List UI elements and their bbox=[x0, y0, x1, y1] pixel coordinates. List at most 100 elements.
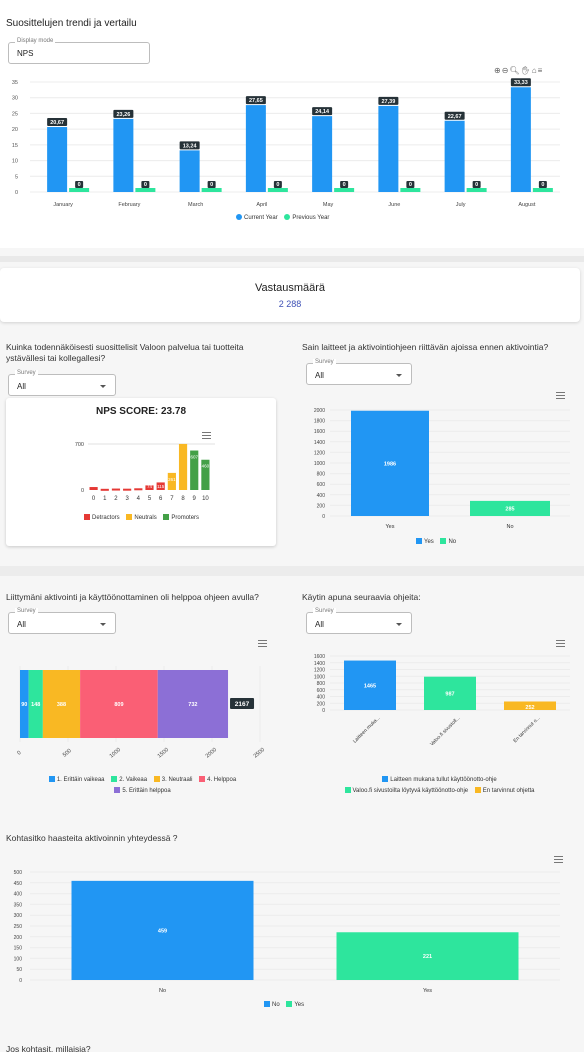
y-tick-label: 200 bbox=[14, 935, 23, 941]
zoom-out-icon[interactable]: ⊖ bbox=[501, 66, 510, 75]
y-tick-label: 200 bbox=[317, 701, 326, 707]
devices-survey-label: Survey bbox=[313, 359, 336, 365]
y-tick-label: 800 bbox=[317, 472, 326, 478]
legend-yes[interactable]: Yes bbox=[416, 538, 434, 545]
legend-laitteen-mukana[interactable]: Laitteen mukana tullut käyttöönotto-ohje bbox=[382, 776, 497, 783]
menu-icon[interactable] bbox=[258, 640, 267, 647]
x-tick-label: 6 bbox=[159, 496, 163, 502]
y-tick-label: 30 bbox=[12, 96, 18, 102]
bar-segment bbox=[42, 670, 81, 738]
y-tick-label: 350 bbox=[14, 902, 23, 908]
data-label: 0 bbox=[276, 182, 279, 188]
x-tick-label: En tarvinnut o... bbox=[512, 715, 541, 744]
legend-promoters[interactable]: Promoters bbox=[163, 514, 199, 521]
ease-survey-select[interactable]: Survey All bbox=[8, 608, 116, 634]
bar-previous-year bbox=[466, 188, 487, 192]
legend-erittain-vaikeaa[interactable]: 1. Erittäin vaikeaa bbox=[48, 776, 105, 783]
legend-no[interactable]: No bbox=[264, 1001, 280, 1008]
x-tick-label: 5 bbox=[148, 496, 152, 502]
legend-previous-year[interactable]: Previous Year bbox=[284, 214, 329, 221]
bar-previous-year bbox=[267, 188, 288, 192]
guides-legend: Laitteen mukana tullut käyttöönotto-ohje… bbox=[300, 775, 584, 797]
x-tick-label: Valoo.fi sivustoll... bbox=[429, 715, 461, 747]
devices-survey-select[interactable]: Survey All bbox=[306, 359, 412, 385]
x-tick-label: No bbox=[506, 524, 513, 530]
bar-current-year bbox=[47, 127, 68, 192]
legend-valoo-sivustoilta[interactable]: Valoo.fi sivustoilta löytyvä käyttöönott… bbox=[344, 787, 468, 794]
data-label: 23,26 bbox=[116, 112, 130, 118]
nps-legend: Detractors Neutrals Promoters bbox=[84, 514, 204, 521]
menu-icon[interactable] bbox=[554, 856, 563, 863]
menu-icon[interactable] bbox=[556, 640, 565, 647]
nps-survey-label: Survey bbox=[15, 370, 38, 376]
challenges-chart: 500450400350300250200150100500459No221Ye… bbox=[14, 870, 560, 994]
x-tick-label: 1500 bbox=[157, 747, 170, 759]
y-tick-label: 0 bbox=[81, 488, 84, 494]
ease-survey-label: Survey bbox=[15, 608, 38, 614]
menu-icon[interactable]: ≡ bbox=[537, 66, 544, 75]
y-tick-label: 10 bbox=[12, 159, 18, 165]
y-tick-label: 200 bbox=[317, 503, 326, 509]
legend-en-tarvinnut[interactable]: En tarvinnut ohjetta bbox=[474, 787, 535, 794]
x-tick-label: January bbox=[53, 202, 73, 208]
display-mode-select[interactable]: Display mode NPS bbox=[8, 38, 150, 64]
legend-neutrals[interactable]: Neutrals bbox=[126, 514, 157, 521]
pan-icon[interactable]: ✋︎ bbox=[520, 66, 532, 75]
x-tick-label: 0 bbox=[16, 750, 22, 757]
legend-vaikeaa[interactable]: 2. Vaikeaa bbox=[111, 776, 147, 783]
data-label: 90 bbox=[21, 702, 27, 708]
bar-score-1 bbox=[100, 488, 109, 491]
bar-previous-year bbox=[334, 188, 355, 192]
y-tick-label: 250 bbox=[14, 924, 23, 930]
trend-chart: 35 30 25 20 15 10 5 0 20,67 0 January 23,26 0 Februar… bbox=[12, 78, 560, 208]
y-tick-label: 0 bbox=[322, 514, 325, 520]
bar-score-5 bbox=[145, 485, 154, 490]
bar-score-8 bbox=[178, 443, 188, 490]
chevron-down-icon bbox=[396, 374, 402, 377]
nps-question: Kuinka todennäköisesti suosittelisit Val… bbox=[6, 342, 244, 363]
legend-detractors[interactable]: Detractors bbox=[84, 514, 120, 521]
legend-erittain-helppoa[interactable]: 5. Erittäin helppoa bbox=[114, 787, 171, 794]
guides-survey-select[interactable]: Survey All bbox=[306, 608, 412, 634]
bar-guide bbox=[424, 676, 476, 710]
x-tick-label: 10 bbox=[202, 496, 209, 502]
x-tick-label: 2500 bbox=[253, 747, 266, 759]
legend-neutraali[interactable]: 3. Neutraali bbox=[153, 776, 192, 783]
x-tick-label: April bbox=[256, 202, 267, 208]
bar-yes bbox=[351, 410, 429, 516]
legend-helppoa[interactable]: 4. Helppoa bbox=[199, 776, 236, 783]
bar-score-0 bbox=[89, 487, 98, 490]
bar-score-6 bbox=[156, 482, 165, 490]
home-reset-icon[interactable]: ⌂ bbox=[531, 66, 538, 75]
data-label: 1465 bbox=[364, 683, 376, 689]
data-label-bg bbox=[273, 181, 282, 188]
legend-yes[interactable]: Yes bbox=[286, 1001, 304, 1008]
x-tick-label: 2 bbox=[114, 496, 118, 502]
menu-icon[interactable] bbox=[202, 432, 211, 439]
legend-no[interactable]: No bbox=[440, 538, 456, 545]
menu-icon[interactable] bbox=[556, 392, 565, 399]
data-label: 0 bbox=[343, 182, 346, 188]
nps-survey-select[interactable]: Survey All bbox=[8, 370, 116, 396]
data-label: 732 bbox=[188, 702, 197, 708]
data-label-bg bbox=[113, 109, 134, 118]
data-label-bg bbox=[444, 111, 465, 120]
y-tick-label: 1600 bbox=[314, 429, 325, 435]
y-tick-label: 800 bbox=[317, 681, 326, 687]
x-tick-label: March bbox=[188, 202, 203, 208]
data-label-bg bbox=[378, 96, 399, 105]
count-title: Vastausmäärä bbox=[254, 282, 326, 294]
data-label: 0 bbox=[210, 182, 213, 188]
x-tick-label: 9 bbox=[193, 496, 197, 502]
data-label: 22,67 bbox=[448, 114, 462, 120]
bar-segment bbox=[28, 670, 43, 738]
devices-survey-value: All bbox=[315, 371, 324, 380]
challenges-question: Kohtasitko haasteita aktivoinnin yhteyde… bbox=[6, 833, 178, 843]
bar-previous-year bbox=[69, 188, 90, 192]
zoom-in-icon[interactable]: ⊕ bbox=[494, 66, 502, 75]
zoom-select-icon[interactable]: 🔍︎ bbox=[509, 66, 521, 75]
data-label-bg bbox=[179, 141, 200, 150]
legend-current-year[interactable]: Current Year bbox=[236, 214, 278, 221]
data-label: 0 bbox=[409, 182, 412, 188]
data-label: 252 bbox=[525, 705, 534, 711]
